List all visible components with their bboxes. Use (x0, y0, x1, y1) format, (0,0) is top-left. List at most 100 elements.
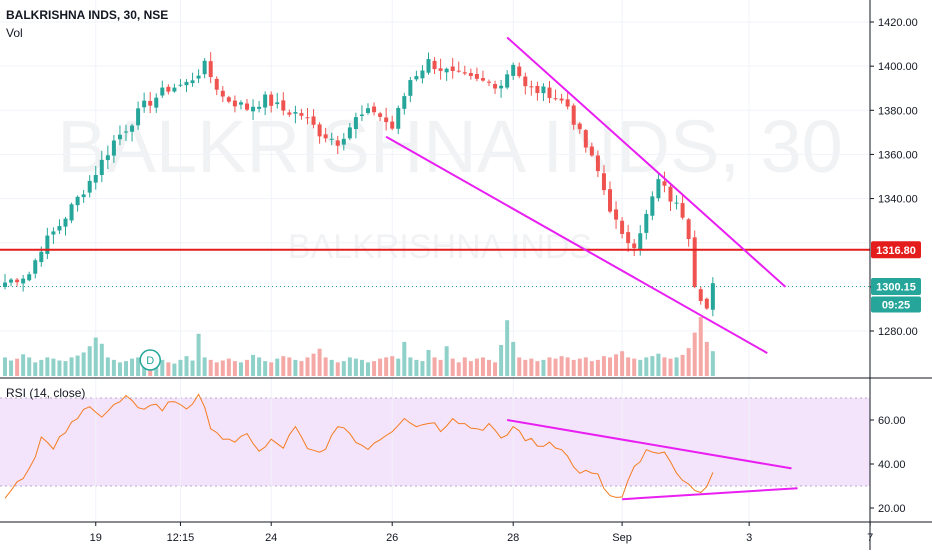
candle-body (432, 60, 437, 70)
volume-bar (583, 357, 588, 376)
volume-bar (124, 361, 128, 376)
time-tick-label: 24 (265, 532, 277, 544)
candle-body (51, 231, 56, 235)
candle-body (335, 140, 340, 146)
volume-bar (595, 359, 600, 376)
candle-body (178, 84, 183, 86)
candle-body (668, 186, 673, 202)
volume-bar (359, 359, 364, 376)
time-tick-label: 7 (867, 532, 873, 544)
volume-bar (75, 355, 80, 376)
volume-bar (105, 357, 110, 376)
volume-bar (372, 361, 377, 376)
candle-body (384, 117, 389, 123)
dividend-marker[interactable] (139, 349, 161, 371)
candle-body (190, 80, 195, 84)
volume-bar (220, 360, 225, 376)
candle-body (638, 233, 643, 250)
volume-bar (535, 361, 540, 376)
candle-body (704, 298, 709, 309)
candle-body (353, 117, 358, 130)
volume-bar (632, 358, 637, 376)
candle-body (75, 196, 80, 206)
candle-body (99, 159, 104, 176)
volume-bar (638, 359, 643, 376)
volume-bar (281, 356, 286, 376)
candle-body (172, 87, 177, 92)
volume-bar (396, 358, 401, 376)
volume-bar (184, 356, 189, 376)
candle-body (27, 274, 32, 281)
volume-bar (523, 359, 528, 376)
candle-body (595, 155, 600, 172)
candle-body (420, 70, 425, 79)
volume-bar (366, 362, 370, 376)
volume-bar (438, 359, 443, 376)
candle-body (93, 175, 98, 183)
candle-body (33, 260, 38, 274)
candle-body (287, 112, 292, 115)
candle-body (692, 237, 697, 288)
volume-bar (565, 357, 570, 376)
volume-bar (614, 354, 619, 376)
volume-bar (15, 358, 20, 376)
candle-body (245, 103, 249, 110)
candle-body (257, 106, 262, 109)
candle-body (220, 90, 225, 97)
candle-body (305, 117, 310, 119)
volume-bar (293, 359, 298, 376)
rsi-trendline (506, 419, 792, 470)
candle-body (39, 251, 44, 263)
volume-bar (21, 354, 26, 376)
candle-body (414, 76, 419, 80)
volume-bar (275, 358, 280, 376)
price-tick-label: 1340.00 (878, 194, 918, 206)
candle-body (450, 66, 455, 72)
candle-body (620, 220, 625, 234)
countdown-tag-box (871, 296, 921, 313)
candle-body (650, 196, 655, 216)
volume-bar (160, 359, 165, 376)
candle-body (136, 108, 141, 126)
candle-body (601, 173, 606, 191)
candle-body (226, 97, 231, 102)
volume-bar (87, 346, 92, 376)
candle-body (299, 113, 304, 116)
last-price-tag: 1300.15 (876, 282, 916, 294)
volume-bar (698, 317, 703, 376)
volume-bar (63, 361, 68, 376)
candle-body (408, 80, 413, 96)
volume-bar (408, 357, 413, 376)
candle-body (323, 134, 328, 139)
volume-bar (462, 357, 467, 376)
candle-body (511, 64, 516, 76)
volume-bar (117, 362, 122, 376)
volume-bar (480, 357, 485, 376)
volume-bar (704, 341, 709, 376)
candle-body (275, 102, 280, 105)
candle-body (487, 81, 491, 83)
volume-bar (238, 362, 243, 376)
volume-bar (245, 359, 249, 376)
volume-bar (662, 357, 667, 376)
candle-body (359, 114, 364, 116)
candle-body (505, 74, 510, 88)
candle-body (232, 100, 237, 107)
volume-bar (511, 341, 516, 376)
support-price-tag-box (871, 241, 921, 259)
volume-bar (541, 359, 546, 376)
volume-bar (529, 358, 534, 376)
watermark-symbol: BALKRISHNA INDS, 30 (57, 105, 843, 188)
candle-body (184, 81, 189, 86)
candle-body (3, 282, 7, 287)
candle-body (499, 85, 504, 89)
price-tick-label: 1420.00 (878, 17, 918, 29)
volume-bar (51, 358, 56, 376)
volume-bar (432, 357, 437, 376)
candle-body (547, 87, 552, 99)
candle-body (468, 72, 473, 76)
candle-body (710, 283, 715, 310)
time-tick-label: Sep (612, 532, 632, 544)
